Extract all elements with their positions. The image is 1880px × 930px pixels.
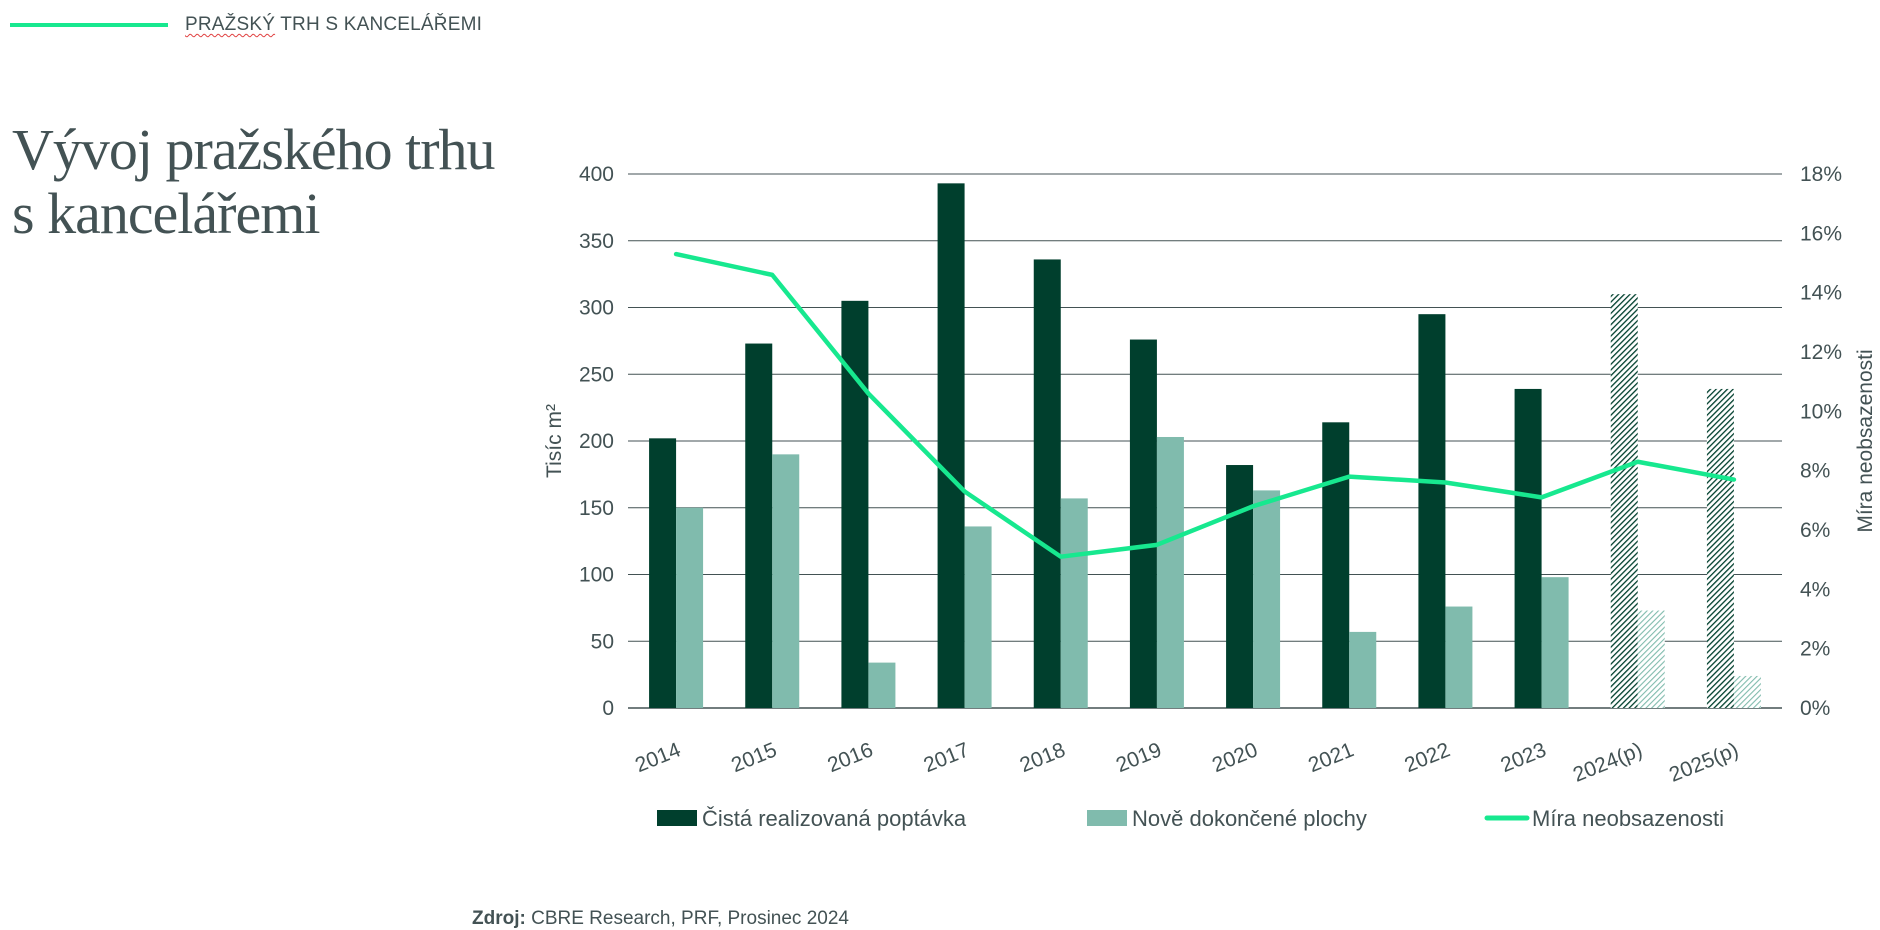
x-tick-label: 2023 bbox=[1498, 738, 1550, 777]
bar-demand bbox=[1515, 389, 1542, 708]
bar-demand bbox=[1611, 294, 1638, 708]
y-tick-label-left: 200 bbox=[579, 430, 614, 453]
bar-completions bbox=[676, 508, 703, 708]
legend-label-vacancy: Míra neobsazenosti bbox=[1532, 806, 1724, 831]
bar-completions bbox=[1253, 490, 1280, 708]
y-tick-label-right: 18% bbox=[1800, 163, 1842, 186]
y-tick-label-left: 150 bbox=[579, 497, 614, 520]
y-tick-label-left: 0 bbox=[602, 697, 614, 720]
bar-demand bbox=[938, 183, 965, 708]
y-tick-label-right: 16% bbox=[1800, 222, 1842, 245]
bar-completions bbox=[1445, 607, 1472, 708]
bar-completions bbox=[1734, 676, 1761, 708]
y-tick-label-right: 8% bbox=[1800, 460, 1830, 483]
x-tick-label: 2014 bbox=[632, 738, 684, 777]
vacancy-line bbox=[676, 254, 1734, 557]
bar-demand bbox=[649, 438, 676, 708]
bar-demand bbox=[1226, 465, 1253, 708]
y-axis-title-right: Míra neobsazenosti bbox=[1854, 349, 1877, 532]
bar-completions bbox=[1638, 611, 1665, 708]
grid-lines bbox=[628, 174, 1782, 708]
y-tick-label-right: 4% bbox=[1800, 578, 1830, 601]
x-tick-label: 2020 bbox=[1209, 738, 1261, 777]
y-tick-label-left: 100 bbox=[579, 564, 614, 587]
x-tick-label: 2018 bbox=[1017, 738, 1069, 777]
legend-label-completions: Nově dokončené plochy bbox=[1132, 806, 1367, 831]
bar-completions bbox=[1061, 498, 1088, 708]
bar-demand bbox=[1130, 340, 1157, 708]
y-tick-label-right: 10% bbox=[1800, 400, 1842, 423]
x-tick-label: 2025(p) bbox=[1666, 738, 1742, 786]
bar-demand bbox=[745, 344, 772, 708]
y-tick-label-left: 350 bbox=[579, 230, 614, 253]
x-tick-label: 2016 bbox=[824, 738, 876, 777]
source-note: Zdroj: CBRE Research, PRF, Prosinec 2024 bbox=[472, 908, 849, 930]
y-tick-label-right: 2% bbox=[1800, 638, 1830, 661]
legend: Čistá realizovaná poptávka Nově dokončené… bbox=[657, 806, 1724, 831]
y-tick-label-left: 50 bbox=[591, 630, 614, 653]
y-axis-title-left: Tisíc m² bbox=[543, 404, 566, 478]
x-tick-label: 2022 bbox=[1401, 738, 1453, 777]
y-tick-label-left: 300 bbox=[579, 297, 614, 320]
bar-completions bbox=[772, 454, 799, 708]
bar-demand bbox=[1034, 259, 1061, 708]
y-tick-label-right: 0% bbox=[1800, 697, 1830, 720]
bar-completions bbox=[1157, 437, 1184, 708]
bars bbox=[649, 183, 1761, 708]
bar-demand bbox=[1707, 389, 1734, 708]
bar-completions bbox=[1349, 632, 1376, 708]
legend-swatch-completions bbox=[1087, 810, 1127, 826]
x-tick-label: 2021 bbox=[1305, 738, 1357, 777]
y-tick-label-right: 12% bbox=[1800, 341, 1842, 364]
y-tick-label-left: 250 bbox=[579, 363, 614, 386]
vacancy-polyline bbox=[676, 254, 1734, 557]
x-tick-label: 2015 bbox=[728, 738, 780, 777]
x-tick-label: 2024(p) bbox=[1570, 738, 1646, 786]
source-text: CBRE Research, PRF, Prosinec 2024 bbox=[526, 908, 849, 929]
bar-completions bbox=[1542, 577, 1569, 708]
bar-completions bbox=[965, 526, 992, 708]
bar-completions bbox=[868, 663, 895, 708]
legend-swatch-demand bbox=[657, 810, 697, 826]
legend-label-demand: Čistá realizovaná poptávka bbox=[702, 806, 967, 831]
y-tick-label-right: 6% bbox=[1800, 519, 1830, 542]
axis-labels: 0 50 100 150 200 250 300 350 400 0% 2% 4% 6% 8% 10% 12%… bbox=[543, 163, 1877, 787]
x-tick-label: 2017 bbox=[921, 738, 973, 777]
source-label: Zdroj: bbox=[472, 908, 526, 929]
bar-demand bbox=[1322, 422, 1349, 708]
bar-demand bbox=[1418, 314, 1445, 708]
y-tick-label-left: 400 bbox=[579, 163, 614, 186]
x-tick-label: 2019 bbox=[1113, 738, 1165, 777]
y-tick-label-right: 14% bbox=[1800, 282, 1842, 305]
